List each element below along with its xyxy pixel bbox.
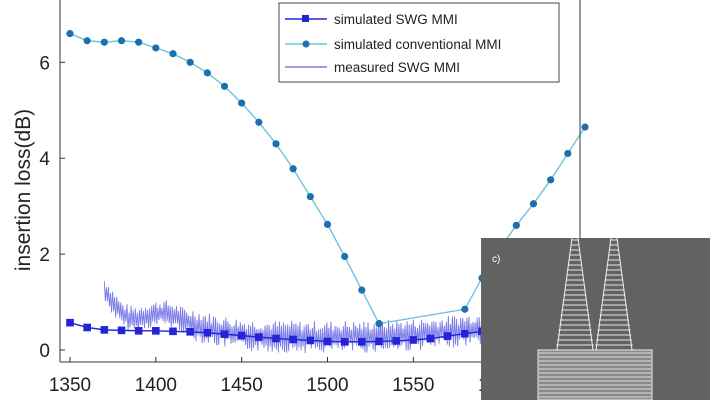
simulated-swg-point (289, 335, 297, 344)
simulated-swg-point (323, 337, 332, 346)
simulated-swg-point (169, 327, 177, 336)
simulated-swg-point (272, 334, 280, 343)
simulated-swg-point (358, 338, 366, 346)
y-tick-label: 0 (39, 341, 50, 362)
simulated-swg-point (375, 337, 383, 346)
simulated-conventional-point (220, 82, 229, 90)
x-tick-label: 1550 (392, 375, 434, 396)
simulated-conventional-point (547, 176, 555, 184)
legend-label-simulated-swg: simulated SWG MMI (334, 12, 458, 27)
legend-box (278, 2, 560, 83)
inset-taper-left (556, 237, 594, 351)
inset-taper-edge (556, 237, 573, 351)
simulated-conventional-point (135, 38, 143, 46)
y-tick-label: 6 (39, 53, 50, 74)
y-axis-label: insertion loss(dB) (12, 109, 35, 271)
simulated-swg-point (461, 329, 469, 338)
simulated-swg-point (255, 333, 263, 341)
simulated-conventional-point (461, 305, 469, 313)
simulated-conventional-point (289, 165, 297, 173)
simulated-conventional-point (323, 220, 332, 228)
y-tick-label: 4 (39, 149, 50, 170)
simulated-swg-point (220, 330, 229, 338)
inset-mmi-body (537, 349, 653, 400)
inset-taper-edge (616, 237, 633, 351)
simulated-conventional-point (564, 149, 572, 158)
simulated-conventional-point (512, 221, 520, 229)
x-tick-label: 1350 (49, 375, 91, 396)
simulated-swg-point (83, 323, 91, 332)
simulated-conventional-point (341, 252, 349, 261)
legend-label-simulated-conventional: simulated conventional MMI (334, 37, 501, 52)
inset-label: c) (492, 254, 500, 265)
simulated-swg-point (66, 318, 74, 327)
simulated-conventional-point (375, 320, 383, 328)
simulated-conventional-point (169, 50, 177, 58)
inset-taper-edge (577, 237, 594, 351)
simulated-conventional-point (152, 44, 160, 52)
simulated-swg-point (203, 328, 212, 337)
legend: simulated SWG MMI simulated conventional… (278, 2, 560, 83)
simulated-conventional-point (100, 38, 108, 46)
simulated-swg-point (152, 327, 160, 335)
inset-taper-edge (595, 237, 612, 351)
x-tick-label: 1450 (221, 375, 263, 396)
simulated-swg-point (392, 337, 400, 345)
inset-grating-block (537, 349, 653, 400)
y-tick-label: 2 (39, 245, 50, 266)
simulated-swg-point (186, 327, 194, 336)
simulated-swg-point (443, 332, 452, 340)
inset-taper-right (595, 237, 633, 351)
simulated-conventional-point (83, 37, 91, 45)
simulated-conventional-point (238, 99, 246, 107)
legend-swg-sim-marker (302, 15, 309, 22)
x-tick-label: 1400 (135, 375, 177, 396)
x-tick-label: 1500 (306, 375, 348, 396)
simulated-swg-point (426, 334, 435, 343)
simulated-conventional-point (203, 69, 211, 77)
simulated-conventional-point (272, 140, 280, 148)
simulated-swg-point (340, 338, 349, 346)
simulated-conventional-point (117, 37, 126, 45)
legend-label-measured-swg: measured SWG MMI (334, 60, 460, 75)
simulated-swg-point (237, 331, 246, 340)
simulated-conventional-point (529, 200, 538, 208)
simulated-conventional-point (358, 286, 366, 294)
simulated-swg-point (117, 326, 126, 335)
simulated-conventional-point (306, 192, 314, 201)
simulated-swg-point (134, 327, 143, 335)
simulated-conventional-point (581, 123, 589, 131)
simulated-swg-point (409, 336, 418, 344)
legend-conv-marker (302, 40, 310, 48)
simulated-swg-point (306, 336, 315, 345)
simulated-conventional-point (186, 58, 194, 66)
simulated-conventional-point (66, 29, 74, 38)
simulated-conventional-point (255, 118, 263, 126)
simulated-swg-point (100, 326, 109, 334)
sem-inset-image: c) (481, 237, 710, 400)
